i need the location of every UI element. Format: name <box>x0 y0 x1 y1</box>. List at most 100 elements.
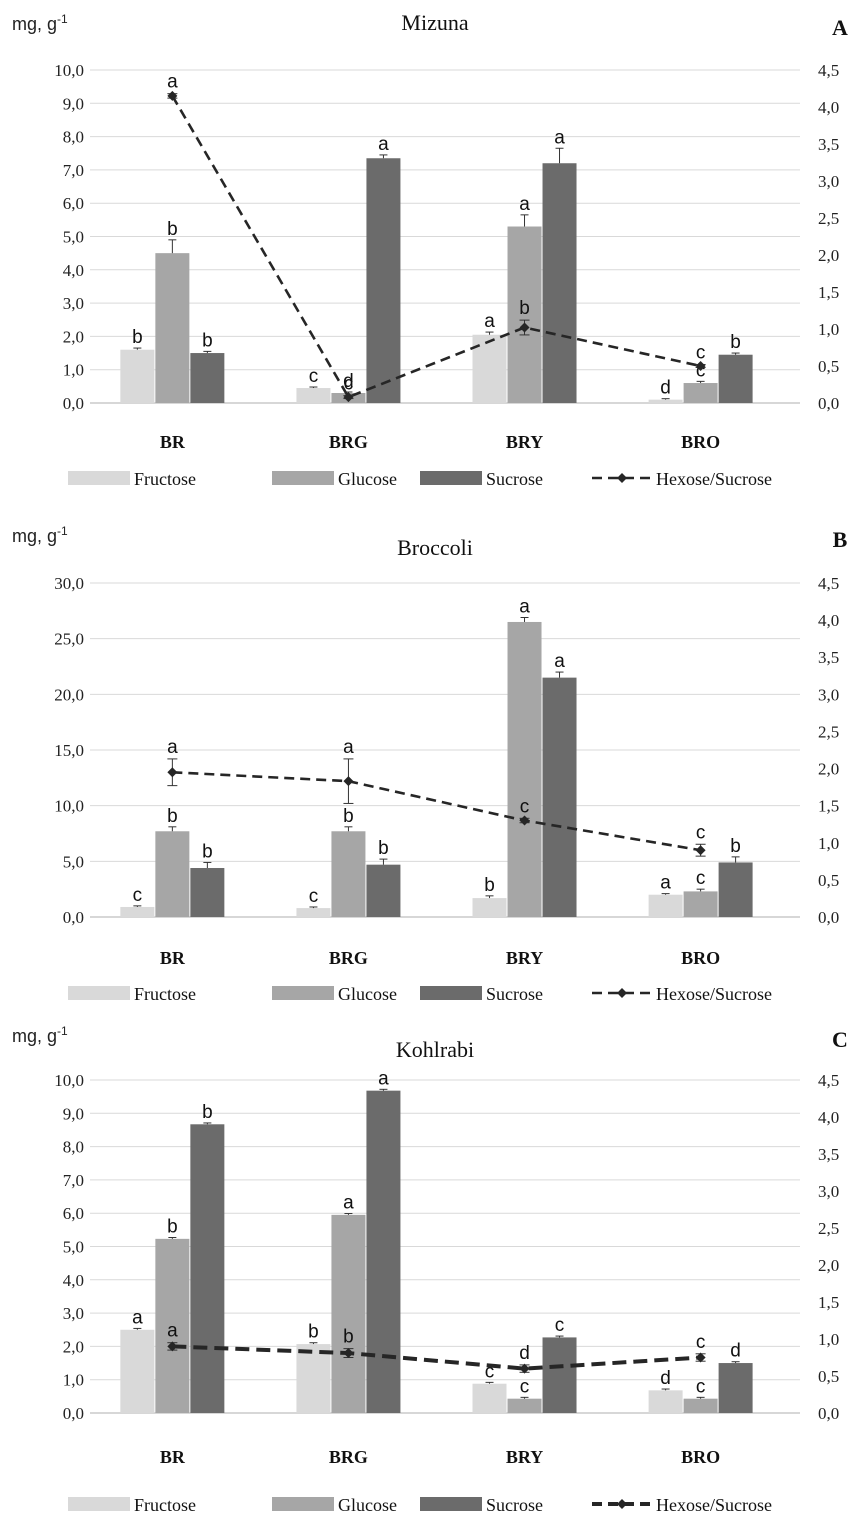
bar-sucrose <box>542 1337 577 1413</box>
y-tick-label: 25,0 <box>54 630 84 649</box>
legend-label-glucose: Glucose <box>338 984 397 1004</box>
y-axis-label: mg, g-1 <box>12 1024 68 1046</box>
ratio-point <box>167 767 178 778</box>
y-tick-label: 4,0 <box>63 1271 84 1290</box>
bar-sucrose <box>542 163 577 403</box>
significance-letter: a <box>554 651 565 672</box>
ratio-significance-letter: b <box>343 1327 354 1348</box>
bar-sucrose <box>190 353 225 403</box>
ratio-point <box>695 1352 706 1363</box>
y2-tick-label: 3,0 <box>818 172 839 191</box>
legend-swatch-glucose <box>272 1497 334 1511</box>
bar-sucrose <box>190 1124 225 1413</box>
significance-letter: a <box>660 873 671 894</box>
significance-letter: b <box>202 1102 213 1123</box>
ratio-significance-letter: b <box>519 298 530 319</box>
y-tick-label: 0,0 <box>63 1404 84 1423</box>
chart-title: Kohlrabi <box>396 1037 474 1062</box>
significance-letter: d <box>660 1368 671 1389</box>
bar-glucose <box>507 621 542 917</box>
y2-tick-label: 3,5 <box>818 1145 839 1164</box>
legend-swatch-fructose <box>68 1497 130 1511</box>
significance-letter: c <box>696 1376 706 1397</box>
significance-letter: a <box>519 194 530 215</box>
y2-tick-label: 4,5 <box>818 61 839 80</box>
y2-tick-label: 0,0 <box>818 908 839 927</box>
y-tick-label: 0,0 <box>63 394 84 413</box>
category-label: BRY <box>506 432 543 452</box>
y-tick-label: 0,0 <box>63 908 84 927</box>
y2-tick-label: 1,0 <box>818 1330 839 1349</box>
y2-tick-label: 3,0 <box>818 685 839 704</box>
significance-letter: b <box>378 838 389 859</box>
category-label: BRO <box>681 1447 720 1467</box>
y-tick-label: 20,0 <box>54 685 84 704</box>
y2-tick-label: 0,5 <box>818 357 839 376</box>
significance-letter: a <box>484 311 495 332</box>
legend-swatch-glucose <box>272 986 334 1000</box>
ratio-point <box>695 845 706 856</box>
bar-fructose <box>648 894 683 917</box>
y2-tick-label: 3,0 <box>818 1182 839 1201</box>
category-label: BRG <box>329 948 368 968</box>
y2-tick-label: 4,5 <box>818 1071 839 1090</box>
bar-fructose <box>472 898 507 917</box>
y2-tick-label: 2,0 <box>818 760 839 779</box>
y-tick-label: 9,0 <box>63 94 84 113</box>
chart-panel-c: 0,0 1,0 2,0 3,0 4,0 5,0 6,0 7,0 8,0 9,0 10,0 0,0 0,5… <box>12 1024 848 1515</box>
y2-tick-label: 1,5 <box>818 283 839 302</box>
y2-tick-label: 1,0 <box>818 320 839 339</box>
significance-letter: a <box>378 134 389 155</box>
bar-fructose <box>120 906 155 917</box>
y2-tick-label: 4,0 <box>818 98 839 117</box>
ratio-point <box>167 1341 178 1352</box>
legend-swatch-sucrose <box>420 1497 482 1511</box>
chart-panel-b: 0,0 5,0 10,0 15,0 20,0 25,0 30,0 0,0 0,5 1,0 1,5 2,… <box>12 524 848 1004</box>
y2-tick-label: 2,0 <box>818 1256 839 1275</box>
y-tick-label: 8,0 <box>63 128 84 147</box>
y2-tick-label: 1,0 <box>818 834 839 853</box>
legend-label-sucrose: Sucrose <box>486 1495 543 1515</box>
y2-tick-label: 0,0 <box>818 394 839 413</box>
legend-label-fructose: Fructose <box>134 1495 196 1515</box>
panel-letter: B <box>833 527 848 552</box>
category-label: BRO <box>681 948 720 968</box>
y2-tick-label: 4,0 <box>818 1108 839 1127</box>
bar-glucose <box>683 383 718 403</box>
significance-letter: d <box>660 378 671 399</box>
significance-letter: b <box>132 327 143 348</box>
category-label: BR <box>160 1447 186 1467</box>
y-axis-label-exponent: -1 <box>57 524 68 538</box>
ratio-significance-letter: c <box>696 343 706 364</box>
y-tick-label: 1,0 <box>63 1371 84 1390</box>
legend: Fructose Glucose Sucrose Hexose/Sucrose <box>68 469 772 489</box>
ratio-significance-letter: a <box>167 1321 178 1342</box>
chart-title: Broccoli <box>397 535 473 560</box>
ratio-point <box>519 815 530 826</box>
bar-sucrose <box>718 354 753 403</box>
legend-label-ratio: Hexose/Sucrose <box>656 984 772 1004</box>
bar-glucose <box>331 1214 366 1413</box>
bar-glucose <box>507 226 542 403</box>
bar-sucrose <box>366 1090 401 1413</box>
bar-sucrose <box>190 868 225 917</box>
legend: Fructose Glucose Sucrose Hexose/Sucrose <box>68 984 772 1004</box>
significance-letter: c <box>485 1361 495 1382</box>
significance-letter: b <box>167 806 178 827</box>
significance-letter: c <box>133 885 143 906</box>
legend-label-ratio: Hexose/Sucrose <box>656 469 772 489</box>
legend-label-glucose: Glucose <box>338 1495 397 1515</box>
ratio-point <box>695 361 706 371</box>
ratio-point <box>343 392 354 403</box>
y-tick-label: 9,0 <box>63 1104 84 1123</box>
legend-swatch-fructose <box>68 986 130 1000</box>
significance-letter: c <box>555 1315 565 1336</box>
y-tick-label: 3,0 <box>63 294 84 313</box>
legend-label-fructose: Fructose <box>134 469 196 489</box>
ratio-significance-letter: a <box>167 72 178 93</box>
ratio-significance-letter: c <box>520 796 530 817</box>
legend-label-sucrose: Sucrose <box>486 984 543 1004</box>
legend-marker-ratio <box>617 473 627 483</box>
y2-tick-label: 3,5 <box>818 135 839 154</box>
